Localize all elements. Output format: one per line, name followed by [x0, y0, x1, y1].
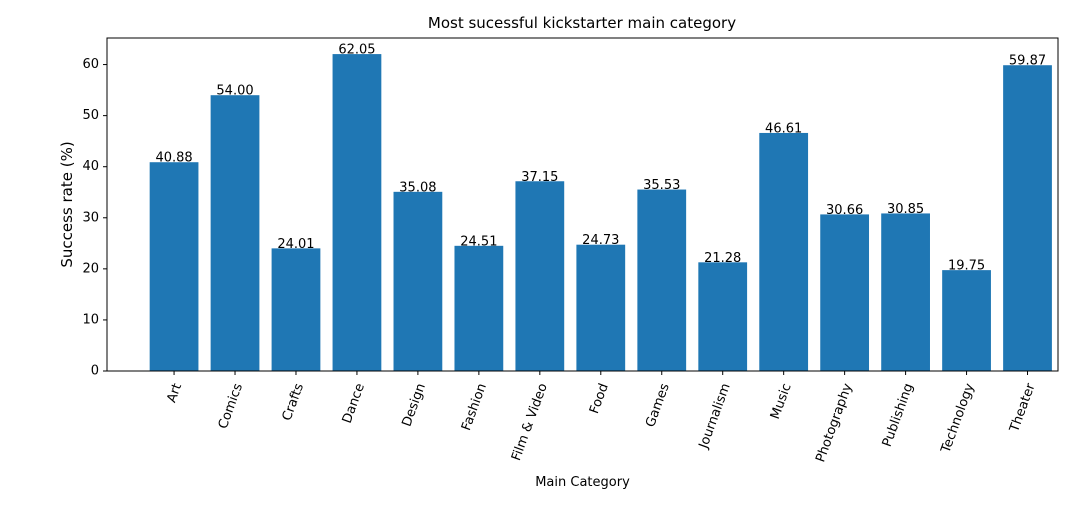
bar [881, 213, 930, 371]
x-tick-label: Dance [340, 381, 368, 425]
bar-value-label: 21.28 [704, 251, 741, 266]
bar [942, 270, 991, 371]
x-tick-label: Games [643, 381, 673, 429]
y-tick-label: 50 [82, 108, 99, 123]
bar [149, 162, 199, 371]
x-tick-label: Technology [938, 381, 977, 456]
bar-value-label: 40.88 [155, 151, 192, 166]
x-tick-label: Publishing [880, 381, 917, 449]
x-tick-label: Comics [216, 381, 246, 431]
plot-area-frame [106, 37, 1059, 372]
bar-value-label: 59.87 [1009, 54, 1046, 69]
bar-value-label: 24.73 [582, 233, 619, 248]
bar-value-label: 37.15 [521, 170, 558, 185]
bar-value-labels-group: 40.88 54.00 24.01 62.05 35.08 24.51 37.15 24.73… [155, 43, 1046, 274]
bar-value-label: 46.61 [765, 121, 802, 136]
bar [332, 54, 382, 372]
bar [271, 248, 321, 371]
x-tick-label: Film & Video [509, 381, 551, 463]
x-tick-label: Theater [1007, 381, 1039, 435]
bar [393, 191, 443, 371]
bar-value-label: 30.66 [826, 203, 863, 218]
bar [698, 262, 748, 371]
bars-group [149, 54, 1052, 372]
y-tick-label: 40 [82, 159, 99, 174]
bar-value-label: 24.01 [277, 237, 314, 252]
x-axis-title: Main Category [535, 475, 630, 490]
bar-value-label: 35.08 [399, 180, 436, 195]
bar-value-label: 30.85 [887, 202, 924, 217]
x-tick-label: Journalism [696, 381, 734, 451]
bar [576, 244, 626, 371]
bar [1003, 65, 1052, 371]
bar [637, 189, 687, 371]
bar-value-label: 54.00 [216, 84, 253, 99]
y-tick-label: 60 [82, 57, 99, 72]
bar [820, 214, 870, 371]
bar-value-label: 35.53 [643, 178, 680, 193]
bar [515, 181, 565, 371]
y-axis-ticks-group: 0 10 20 30 40 50 60 [82, 57, 107, 379]
x-axis-ticks-group: Art Comics Crafts Dance Design Fashion Film & … [164, 371, 1039, 464]
chart-title: Most sucessful kickstarter main category [428, 14, 736, 32]
x-tick-label: Photography [813, 381, 856, 464]
bar [759, 132, 809, 371]
y-tick-label: 20 [82, 261, 99, 276]
x-tick-label: Fashion [459, 381, 490, 432]
bar-value-label: 62.05 [338, 43, 375, 58]
x-tick-label: Crafts [280, 381, 307, 423]
y-tick-label: 0 [91, 364, 99, 379]
bar [210, 95, 260, 371]
y-axis-title: Success rate (%) [58, 141, 76, 267]
y-tick-label: 30 [82, 210, 99, 225]
y-tick-label: 10 [82, 312, 99, 327]
bar [454, 245, 504, 371]
bar-value-label: 19.75 [948, 259, 985, 274]
x-tick-label: Music [768, 381, 795, 421]
x-tick-label: Food [587, 381, 612, 415]
x-tick-label: Design [399, 381, 428, 428]
bar-value-label: 24.51 [460, 234, 497, 249]
x-tick-label: Art [164, 381, 185, 404]
